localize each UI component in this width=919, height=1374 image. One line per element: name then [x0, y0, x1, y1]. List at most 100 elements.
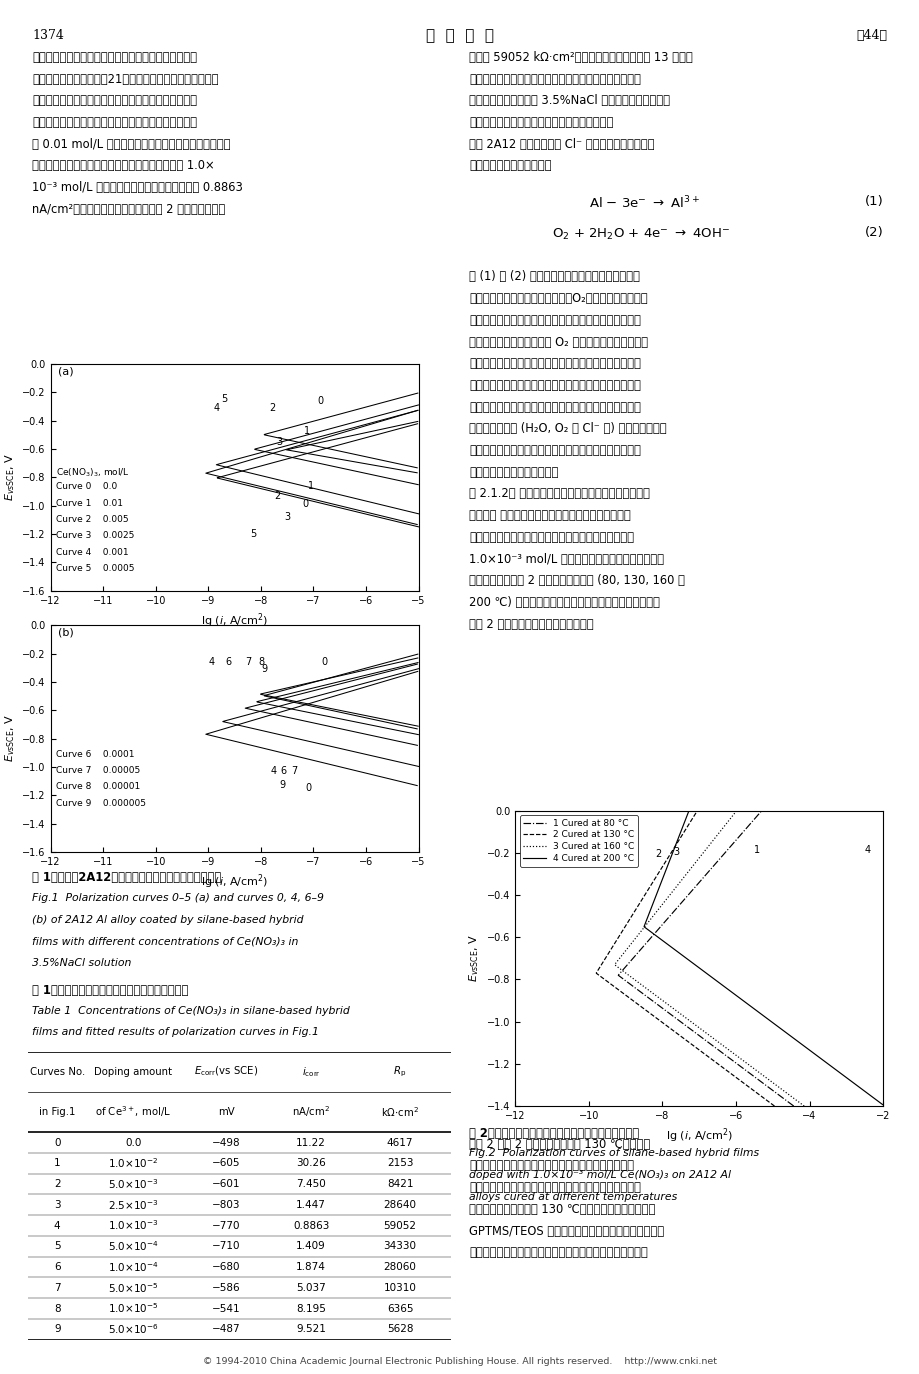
Text: $E_{\rm{corr}}$(vs SCE): $E_{\rm{corr}}$(vs SCE) [194, 1065, 258, 1079]
Text: −605: −605 [212, 1158, 241, 1168]
Text: 1.409: 1.409 [296, 1241, 325, 1252]
Text: GPTMS/TEOS 溶胶中溶剂挥发速率适当，羟基脱水缩: GPTMS/TEOS 溶胶中溶剂挥发速率适当，羟基脱水缩 [469, 1224, 664, 1238]
Text: 第44卷: 第44卷 [856, 29, 887, 41]
Text: 金  属  学  报: 金 属 学 报 [425, 29, 494, 43]
Text: 2: 2 [268, 403, 275, 412]
Text: 著的影响。在上述实验结果的基础上，选择钇盐浓度为: 著的影响。在上述实验结果的基础上，选择钇盐浓度为 [469, 530, 633, 544]
Text: 显降低腐蚀介质 (H₂O, O₂ 和 Cl⁻ 等) 向金属基体的扩: 显降低腐蚀介质 (H₂O, O₂ 和 Cl⁻ 等) 向金属基体的扩 [469, 422, 666, 436]
Text: Curves No.: Curves No. [29, 1066, 85, 1077]
Text: O$_2$ + 2H$_2$O + 4e$^{-}$ $\rightarrow$ 4OH$^{-}$: O$_2$ + 2H$_2$O + 4e$^{-}$ $\rightarrow$… [551, 227, 730, 242]
Text: 1.0$\times$10$^{-3}$: 1.0$\times$10$^{-3}$ [108, 1219, 159, 1232]
Text: 式 (1) 和 (2) 分别表示铝合金阳极溶解和阴极去极: 式 (1) 和 (2) 分别表示铝合金阳极溶解和阴极去极 [469, 271, 640, 283]
Text: 针对 2A12 铝合金，在含 Cl⁻ 电解质溶液中，其腐蚀: 针对 2A12 铝合金，在含 Cl⁻ 电解质溶液中，其腐蚀 [469, 137, 654, 151]
Text: 4: 4 [54, 1220, 61, 1231]
Text: 为 0.01 mol/L 样品外，总体上，钇盐掺杂硅烷杂化膜的: 为 0.01 mol/L 样品外，总体上，钇盐掺杂硅烷杂化膜的 [32, 137, 231, 151]
Text: 上的自由扩散和迁移，腐蚀的动力被有效控制，腐蚀过程: 上的自由扩散和迁移，腐蚀的动力被有效控制，腐蚀过程 [469, 357, 641, 370]
Text: −803: −803 [212, 1200, 241, 1209]
Text: 的化学转化膜对电解质溶液起到很好的阻挡作用，能够明: 的化学转化膜对电解质溶液起到很好的阻挡作用，能够明 [469, 401, 641, 414]
Text: 6: 6 [225, 657, 231, 666]
Text: 3.5%NaCl solution: 3.5%NaCl solution [32, 958, 131, 967]
Text: $R_{\rm{p}}$: $R_{\rm{p}}$ [393, 1065, 406, 1079]
X-axis label: lg ($i$, A/cm$^2$): lg ($i$, A/cm$^2$) [200, 611, 268, 629]
Y-axis label: $E_{vs\rm{SCE}}$, V: $E_{vs\rm{SCE}}$, V [3, 453, 17, 502]
Text: −586: −586 [212, 1283, 241, 1293]
Text: Al $-$ 3e$^{-}$ $\rightarrow$ Al$^{3+}$: Al $-$ 3e$^{-}$ $\rightarrow$ Al$^{3+}$ [588, 195, 699, 212]
Text: 59052: 59052 [383, 1220, 416, 1231]
Text: 的情况下，已经显著地降低了铝合金电极的腐蚀电流密: 的情况下，已经显著地降低了铝合金电极的腐蚀电流密 [32, 51, 197, 63]
Text: 5: 5 [221, 394, 228, 404]
Text: 8.195: 8.195 [296, 1304, 325, 1314]
X-axis label: lg ($i$, A/cm$^2$): lg ($i$, A/cm$^2$) [664, 1127, 732, 1145]
Text: (1): (1) [864, 195, 882, 207]
Text: 1: 1 [303, 426, 310, 436]
Text: Curve 4    0.001: Curve 4 0.001 [56, 548, 129, 556]
Text: 杂化膜的耐蚀性最好，腐蚀电流密度很小，极化电阵很: 杂化膜的耐蚀性最好，腐蚀电流密度很小，极化电阵很 [469, 1160, 633, 1172]
Text: −498: −498 [212, 1138, 241, 1147]
Text: 3: 3 [54, 1200, 61, 1209]
Text: 属界面上自由扩散和迁移；而形成转化膜之后，由于这层: 属界面上自由扩散和迁移；而形成转化膜之后，由于这层 [469, 313, 641, 327]
Text: 2.5$\times$10$^{-3}$: 2.5$\times$10$^{-3}$ [108, 1198, 159, 1212]
Text: 9: 9 [261, 664, 267, 673]
Text: 10⁻³ mol/L 时，硅烷杂化膜的腐蚀电流密度为 0.8863: 10⁻³ mol/L 时，硅烷杂化膜的腐蚀电流密度为 0.8863 [32, 181, 243, 194]
Text: Curve 2    0.005: Curve 2 0.005 [56, 515, 129, 523]
Text: 散速度，有效抑制了金属基体腐蚀反应的发生和发展，增: 散速度，有效抑制了金属基体腐蚀反应的发生和发展，增 [469, 444, 641, 458]
Text: 5628: 5628 [386, 1325, 413, 1334]
Text: 7.450: 7.450 [296, 1179, 325, 1189]
Text: 9: 9 [279, 780, 285, 790]
Text: Curve 5    0.0005: Curve 5 0.0005 [56, 563, 134, 573]
Text: 3: 3 [673, 846, 679, 857]
Text: of Ce$^{3+}$, mol/L: of Ce$^{3+}$, mol/L [96, 1105, 171, 1120]
Text: −680: −680 [212, 1263, 241, 1272]
Text: −541: −541 [212, 1304, 241, 1314]
Text: 0: 0 [301, 499, 308, 510]
Text: doped with 1.0×10⁻³ mol/L Ce(NO₃)₃ on 2A12 Al: doped with 1.0×10⁻³ mol/L Ce(NO₃)₃ on 2A… [469, 1171, 731, 1180]
Text: Curve 3    0.0025: Curve 3 0.0025 [56, 532, 134, 540]
Text: Curve 6    0.0001: Curve 6 0.0001 [56, 750, 134, 758]
Text: 极化电阵高于未掺杂硅烷膜。其中，当钇盐浓度为 1.0×: 极化电阵高于未掺杂硅烷膜。其中，当钇盐浓度为 1.0× [32, 159, 215, 172]
Text: 2: 2 [54, 1179, 61, 1189]
Text: 28060: 28060 [383, 1263, 416, 1272]
Text: 1.0$\times$10$^{-5}$: 1.0$\times$10$^{-5}$ [108, 1301, 158, 1315]
Text: 3: 3 [284, 513, 290, 522]
Text: Curve 8    0.00001: Curve 8 0.00001 [56, 782, 140, 791]
Text: 1.0×10⁻³ mol/L 的硅烷杂化膜讨论固化温度对杂化: 1.0×10⁻³ mol/L 的硅烷杂化膜讨论固化温度对杂化 [469, 552, 664, 566]
Text: 硅烷杂化膜的腐蚀性与掺杂钇盐浓度密切相关。: 硅烷杂化膜的腐蚀性与掺杂钇盐浓度密切相关。 [469, 115, 613, 129]
Legend: 1 Cured at 80 °C, 2 Cured at 130 °C, 3 Cured at 160 °C, 4 Cured at 200 °C: 1 Cured at 80 °C, 2 Cured at 130 °C, 3 C… [519, 815, 637, 867]
Text: Ce(NO$_3$)$_3$, mol/L: Ce(NO$_3$)$_3$, mol/L [56, 466, 130, 478]
Text: 1: 1 [754, 845, 760, 855]
Text: 34330: 34330 [383, 1241, 416, 1252]
Text: 杂量的递增呈现先增大后减小的变化趋势。除钇盐浓度: 杂量的递增呈现先增大后减小的变化趋势。除钇盐浓度 [32, 115, 197, 129]
Text: 9.521: 9.521 [296, 1325, 325, 1334]
Text: 8: 8 [258, 657, 264, 666]
Text: 1.447: 1.447 [296, 1200, 325, 1209]
Text: 在表 2 中列出了极化曲线的拟合结果。: 在表 2 中列出了极化曲线的拟合结果。 [469, 618, 593, 631]
Text: 5: 5 [54, 1241, 61, 1252]
Text: 4: 4 [208, 657, 214, 666]
Text: 的影响　 硅烷杂化膜的固化温度对其耐蚀性能具有显: 的影响 硅烷杂化膜的固化温度对其耐蚀性能具有显 [469, 510, 630, 522]
Text: (b) of 2A12 Al alloy coated by silane-based hybrid: (b) of 2A12 Al alloy coated by silane-ba… [32, 915, 303, 925]
Text: nA/cm$^2$: nA/cm$^2$ [291, 1105, 330, 1120]
Text: k$\Omega$$\cdot$cm$^2$: k$\Omega$$\cdot$cm$^2$ [380, 1105, 419, 1118]
Text: 现象的出现可能是因为 130 ℃固化温度下，掺杂稀土的: 现象的出现可能是因为 130 ℃固化温度下，掺杂稀土的 [469, 1202, 655, 1216]
Text: 10310: 10310 [383, 1283, 416, 1293]
Text: 6: 6 [280, 765, 287, 776]
Text: −710: −710 [212, 1241, 241, 1252]
Text: 因而减慢。上述测试和拟合结果说明，在铝合金表面生成: 因而减慢。上述测试和拟合结果说明，在铝合金表面生成 [469, 379, 641, 392]
Text: 11.22: 11.22 [296, 1138, 325, 1147]
Text: © 1994-2010 China Academic Journal Electronic Publishing House. All rights reser: © 1994-2010 China Academic Journal Elect… [203, 1356, 716, 1366]
Text: Curve 0    0.0: Curve 0 0.0 [56, 482, 117, 492]
Text: 强了金属基体的抗腐蚀能力。: 强了金属基体的抗腐蚀能力。 [469, 466, 558, 478]
Text: −770: −770 [212, 1220, 241, 1231]
Text: nA/cm²，比未掺杂硅烷杂化膜减小了 2 个数量级；极化: nA/cm²，比未掺杂硅烷杂化膜减小了 2 个数量级；极化 [32, 203, 225, 216]
Text: 高。固化温度过低或过高，都会降低杂化膜的性能。这种: 高。固化温度过低或过高，都会降低杂化膜的性能。这种 [469, 1182, 641, 1194]
Text: Fig.2  Polarization curves of silane-based hybrid films: Fig.2 Polarization curves of silane-base… [469, 1149, 758, 1158]
Text: 4: 4 [864, 845, 870, 855]
Text: 0: 0 [317, 396, 323, 405]
Text: 0: 0 [54, 1138, 61, 1147]
Text: (a): (a) [59, 365, 74, 376]
Text: 6: 6 [54, 1263, 61, 1272]
Text: 5.0$\times$10$^{-3}$: 5.0$\times$10$^{-3}$ [108, 1178, 159, 1191]
Text: 合程度较高，杂化膜内部交联充分，残余应力较小，能在铝: 合程度较高，杂化膜内部交联充分，残余应力较小，能在铝 [469, 1246, 647, 1259]
Text: 2: 2 [274, 491, 280, 500]
Text: 7: 7 [54, 1283, 61, 1293]
